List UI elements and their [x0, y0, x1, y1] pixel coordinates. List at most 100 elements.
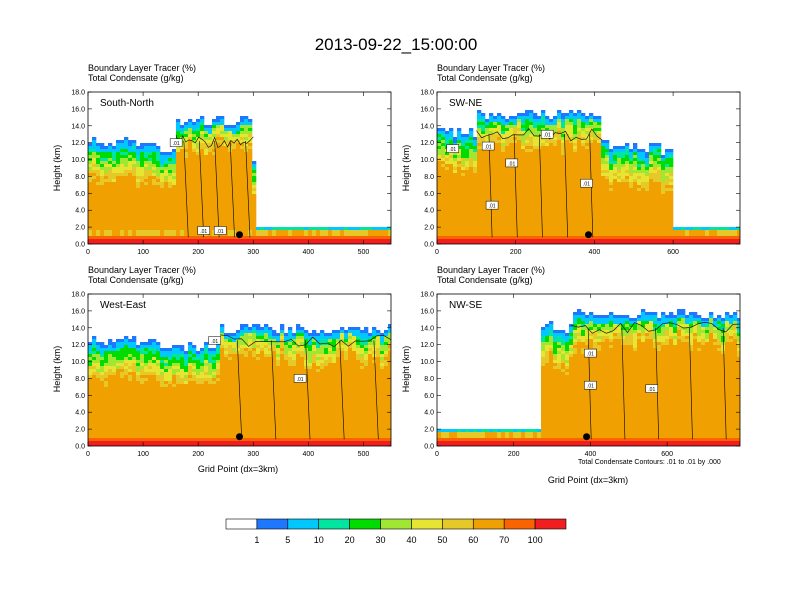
colorbar-label: 20 — [345, 535, 355, 545]
panel3-contour-label: .01 — [211, 339, 218, 345]
panel3-contour-line — [305, 340, 311, 440]
panel4-contour-label-box — [584, 348, 597, 358]
panel3-contour-label-box — [293, 374, 307, 383]
panel2-ytick-label: 6.0 — [424, 191, 434, 198]
panel4-xtick-label: 400 — [585, 451, 597, 458]
panel1-ytick-label: 8.0 — [75, 174, 85, 181]
panel1-subtitle-tracer: Boundary Layer Tracer (%) — [88, 63, 196, 73]
panel4-xtick-label: 200 — [508, 451, 520, 458]
panel3-contour-line — [339, 340, 345, 440]
panel3-ytick-label: 16.0 — [71, 308, 85, 315]
panel4-label: NW-SE — [449, 300, 482, 311]
panel1-ytick-label: 6.0 — [75, 191, 85, 198]
panel2-xtick-label: 400 — [589, 249, 601, 256]
panel4-ytick-label: 6.0 — [424, 393, 434, 400]
panel2-xtick-label: 200 — [510, 249, 522, 256]
colorbar-label: 10 — [314, 535, 324, 545]
panel1-contour-line — [183, 140, 189, 238]
panel3-xtick-label: 200 — [192, 451, 204, 458]
panel2-contour-line — [513, 134, 518, 238]
panel1-ytick-label: 10.0 — [71, 157, 85, 164]
panel2-ylabel: Height (km) — [401, 145, 411, 192]
panel4-contour-line — [655, 327, 659, 440]
panel4-frame — [436, 293, 741, 447]
panel4-ytick-label: 0.0 — [424, 444, 434, 451]
panel3-xtick-label: 0 — [86, 451, 90, 458]
panel2-ytick-label: 16.0 — [420, 106, 434, 113]
panel2-label: SW-NE — [449, 98, 482, 109]
colorbar-label: 5 — [285, 535, 290, 545]
panel3: .01 .01 West-East 0.0 2.0 4.0 6.0 8.0 10.0 12.0 14… — [71, 292, 392, 458]
colorbar-swatch — [287, 518, 320, 530]
panel2-ytick-label: 10.0 — [420, 157, 434, 164]
panel1-ytick-label: 18.0 — [71, 90, 85, 97]
panel1: .01 .01 .01 South-North 0.0 2.0 4.0 6.0 8.0 10.0 1… — [71, 90, 392, 256]
panel2-subtitle-condensate: Total Condensate (g/kg) — [437, 73, 533, 83]
colorbar-swatch — [225, 518, 258, 530]
panel1-ytick-label: 4.0 — [75, 208, 85, 215]
panel2-contour-label-box — [485, 200, 499, 210]
colorbar-swatch — [534, 518, 567, 530]
colorbar-swatch — [411, 518, 443, 530]
panel4-contour-label: .01 — [648, 387, 655, 393]
panel1-ylabel: Height (km) — [52, 145, 62, 192]
panel3-xtick-label: 400 — [303, 451, 315, 458]
panel4-contour-line — [722, 327, 727, 440]
panel1-contour-label-box — [169, 138, 183, 147]
panel3-ytick-label: 2.0 — [75, 427, 85, 434]
panel4-subtitle-tracer: Boundary Layer Tracer (%) — [437, 265, 545, 275]
panel4-xtick-label: 0 — [435, 451, 439, 458]
panel1-contour-label: .01 — [173, 141, 180, 147]
panel2-contour-label: .01 — [449, 147, 456, 153]
panel1-ytick-label: 12.0 — [71, 140, 85, 147]
panel2-contour-label-box — [505, 158, 519, 168]
panel2-ytick-label: 8.0 — [424, 174, 434, 181]
panel2-marker-dot — [585, 231, 592, 239]
panel1-xtick-label: 500 — [358, 249, 370, 256]
panel4-contour-label-box — [645, 384, 659, 393]
panel1-marker-dot — [236, 231, 243, 239]
panel1-contour-line — [198, 140, 204, 238]
panel3-ytick-label: 0.0 — [75, 444, 85, 451]
panel3-field: .01 .01 — [88, 294, 391, 446]
panel3-ytick-label: 12.0 — [71, 342, 85, 349]
panel1-label: South-North — [100, 98, 154, 109]
panel2-contour-label-box — [481, 141, 495, 151]
panel3-contour-label: .01 — [297, 377, 304, 383]
panel2-frame — [436, 91, 741, 245]
panel4-contour-label-box — [584, 380, 597, 390]
panel1-frame — [87, 91, 392, 245]
panel1-field: .01 .01 .01 — [88, 92, 391, 244]
panel3-contour-line — [271, 340, 277, 440]
panel4-contour-line — [621, 327, 626, 440]
panel4: .01 .01 .01 NW-SE 0.0 2.0 4.0 6.0 8.0 10.0 12.0 14.… — [420, 292, 741, 458]
panel1-xtick-label: 400 — [303, 249, 315, 256]
panel2-ytick-label: 14.0 — [420, 123, 434, 130]
panel4-ylabel: Height (km) — [401, 346, 411, 393]
panel1-contour-line — [245, 140, 251, 238]
panel3-contour-line — [373, 340, 379, 440]
panel1-contour-line — [214, 140, 220, 238]
panel2-xtick-label: 600 — [667, 249, 679, 256]
colorbar-label: 70 — [499, 535, 509, 545]
colorbar-label: 40 — [406, 535, 416, 545]
panel4-subtitle-condensate: Total Condensate (g/kg) — [437, 275, 533, 285]
panel3-ytick-label: 18.0 — [71, 292, 85, 299]
panel2-field: .01 .01 .01 .01 .01 .01 — [437, 92, 740, 244]
panel1-contour-line — [229, 140, 235, 238]
panel3-xtick-label: 500 — [358, 451, 370, 458]
panel2-ytick-label: 0.0 — [424, 242, 434, 249]
panel2-contour-label: .01 — [508, 161, 515, 167]
panel2-contour-label: .01 — [583, 182, 590, 188]
panel4-contour-label: .01 — [587, 352, 594, 358]
panel4-ytick-label: 4.0 — [424, 410, 434, 417]
panel1-contour-label-box — [197, 226, 210, 235]
panel1-xtick-label: 200 — [192, 249, 204, 256]
panel2-contour-label-box — [540, 129, 554, 139]
panel4-ytick-label: 12.0 — [420, 342, 434, 349]
panel3-ytick-label: 6.0 — [75, 393, 85, 400]
panel4-field: .01 .01 .01 — [437, 294, 740, 446]
panel3-ytick-label: 14.0 — [71, 325, 85, 332]
panel3-label: West-East — [100, 300, 146, 311]
